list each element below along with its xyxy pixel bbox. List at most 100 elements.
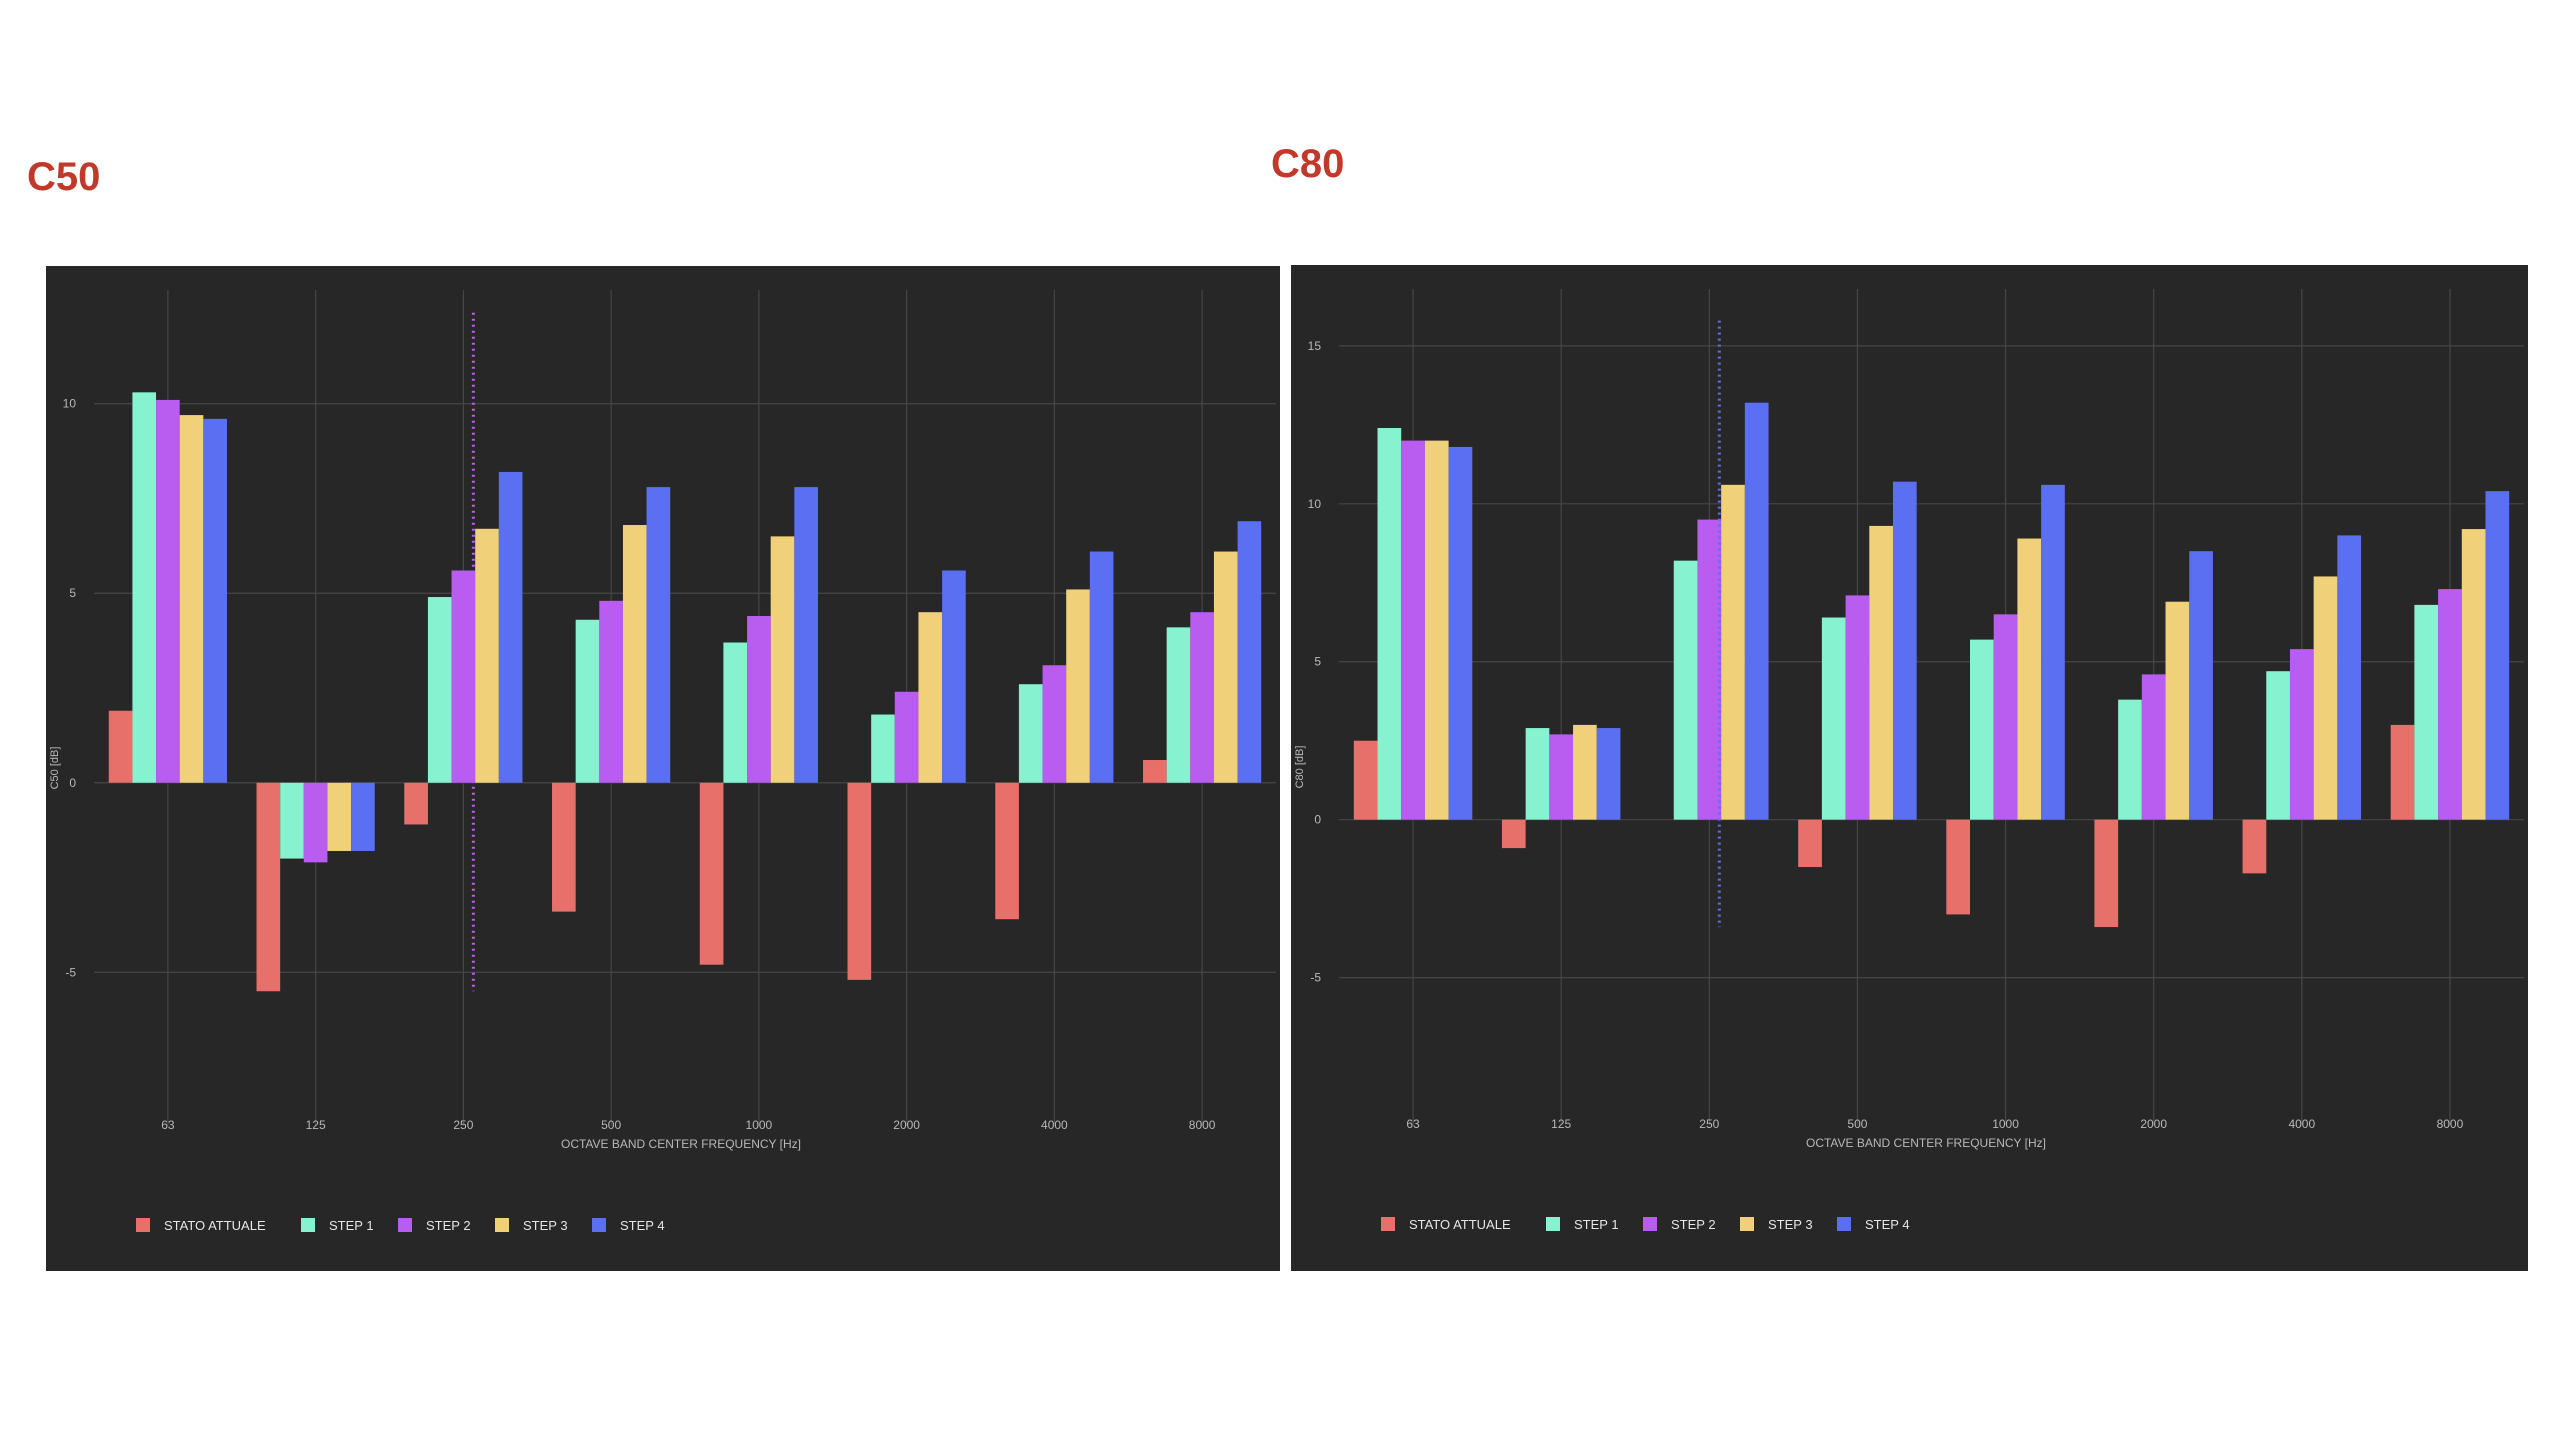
bar-step-2-1000 — [747, 615, 771, 783]
x-tick-label: 500 — [601, 1118, 621, 1132]
bar-step-4-4000 — [1089, 551, 1114, 783]
c50-heading: C50 — [27, 155, 101, 199]
bar-step-2-8000 — [2438, 589, 2462, 820]
legend-swatch-step-4 — [592, 1218, 606, 1232]
bar-step-3-63 — [179, 415, 204, 783]
x-axis-title: OCTAVE BAND CENTER FREQUENCY [Hz] — [1806, 1136, 2046, 1150]
bar-step-1-250 — [1673, 560, 1698, 820]
bar-step-1-125 — [280, 782, 304, 859]
legend-label-step-4: STEP 4 — [1865, 1217, 1910, 1232]
bar-step-4-125 — [1596, 728, 1621, 820]
bar-step-2-8000 — [1190, 612, 1214, 783]
legend-label-stato-attuale: STATO ATTUALE — [1409, 1217, 1511, 1232]
bar-step-2-500 — [599, 600, 623, 783]
x-tick-label: 125 — [306, 1118, 326, 1132]
bar-step-1-63 — [132, 392, 157, 783]
bar-step-4-2000 — [942, 570, 966, 783]
legend-label-step-2: STEP 2 — [1671, 1217, 1716, 1232]
bar-step-3-4000 — [2313, 576, 2338, 820]
x-tick-label: 4000 — [1041, 1118, 1068, 1132]
x-tick-label: 8000 — [1189, 1118, 1216, 1132]
bar-step-1-125 — [1525, 728, 1550, 820]
bar-step-4-4000 — [2337, 535, 2362, 820]
bar-step-1-1000 — [723, 642, 748, 783]
bar-step-1-4000 — [2266, 671, 2290, 820]
bar-step-2-1000 — [1993, 614, 2018, 820]
legend-label-step-3: STEP 3 — [523, 1218, 568, 1233]
bar-step-4-63 — [1448, 446, 1473, 820]
x-axis-title: OCTAVE BAND CENTER FREQUENCY [Hz] — [561, 1137, 801, 1151]
bar-step-2-63 — [156, 399, 180, 783]
y-tick-label: -5 — [65, 965, 76, 979]
bar-step-1-4000 — [1018, 684, 1043, 783]
bar-step-3-2000 — [918, 612, 943, 783]
bar-stato-attuale-2000 — [847, 782, 872, 980]
bar-stato-attuale-2000 — [2094, 819, 2119, 928]
x-tick-label: 8000 — [2437, 1117, 2464, 1131]
x-tick-label: 2000 — [2140, 1117, 2167, 1131]
y-tick-label: 10 — [63, 397, 77, 411]
bar-stato-attuale-250 — [404, 782, 428, 825]
bar-step-3-8000 — [2461, 529, 2486, 820]
bar-stato-attuale-1000 — [1946, 819, 1971, 915]
bar-step-4-250 — [498, 471, 523, 783]
y-tick-label: 0 — [1314, 813, 1321, 827]
bar-step-4-500 — [1892, 481, 1917, 820]
c80-chart: -5 0 5 10 15 63 125 250 500 1000 2000 4000 8000 C80 [… — [1294, 289, 2524, 1232]
bar-step-3-1000 — [770, 536, 795, 783]
bar-step-4-8000 — [2485, 491, 2510, 820]
legend-swatch-step-3 — [495, 1218, 509, 1232]
bar-step-3-63 — [1424, 440, 1449, 820]
bar-step-1-8000 — [2414, 604, 2439, 820]
bar-step-2-4000 — [1042, 665, 1067, 783]
legend-label-step-1: STEP 1 — [329, 1218, 374, 1233]
bar-stato-attuale-4000 — [2242, 819, 2267, 874]
x-tick-label: 250 — [1699, 1117, 1719, 1131]
bar-stato-attuale-125 — [1501, 819, 1526, 849]
bar-stato-attuale-500 — [552, 782, 576, 912]
x-tick-label: 1000 — [1992, 1117, 2019, 1131]
bar-step-4-8000 — [1237, 521, 1262, 783]
bar-stato-attuale-8000 — [1143, 760, 1167, 783]
y-tick-label: 10 — [1308, 497, 1322, 511]
bar-step-2-125 — [303, 782, 328, 863]
c50-chart: -5 0 5 10 63 125 250 500 1000 2000 4000 8000 C50 [dB… — [49, 290, 1276, 1233]
y-tick-label: 5 — [69, 586, 76, 600]
y-axis-title: C80 [dB] — [1294, 746, 1306, 789]
bar-step-3-2000 — [2165, 601, 2190, 820]
bar-step-1-8000 — [1166, 627, 1191, 783]
c50-chart-panel: -5 0 5 10 63 125 250 500 1000 2000 4000 8000 C50 [dB… — [46, 266, 1280, 1271]
legend-swatch-stato-attuale — [1381, 1217, 1395, 1231]
bar-step-3-4000 — [1066, 589, 1090, 783]
legend-swatch-stato-attuale — [136, 1218, 150, 1232]
legend-swatch-step-1 — [301, 1218, 315, 1232]
legend-swatch-step-4 — [1837, 1217, 1851, 1231]
bar-step-4-500 — [646, 487, 671, 783]
legend-swatch-step-2 — [1643, 1217, 1657, 1231]
legend-label-step-2: STEP 2 — [426, 1218, 471, 1233]
legend-label-step-3: STEP 3 — [1768, 1217, 1813, 1232]
bar-stato-attuale-125 — [256, 782, 281, 992]
bar-step-2-4000 — [2289, 649, 2314, 820]
legend-swatch-step-2 — [398, 1218, 412, 1232]
bar-step-4-125 — [351, 782, 375, 851]
bar-step-2-2000 — [894, 691, 919, 783]
y-tick-label: -5 — [1310, 971, 1321, 985]
bar-step-4-1000 — [2041, 484, 2065, 820]
bar-step-2-500 — [1845, 595, 1870, 820]
bar-step-1-2000 — [871, 714, 895, 783]
legend-label-step-1: STEP 1 — [1574, 1217, 1619, 1232]
bar-stato-attuale-63 — [108, 710, 133, 783]
x-tick-label: 1000 — [746, 1118, 773, 1132]
bar-stato-attuale-1000 — [699, 782, 724, 965]
bar-step-1-2000 — [2118, 699, 2142, 820]
bar-step-1-500 — [1821, 617, 1846, 820]
legend-swatch-step-3 — [1740, 1217, 1754, 1231]
x-tick-label: 63 — [161, 1118, 175, 1132]
bar-step-3-1000 — [2017, 538, 2042, 820]
y-tick-label: 0 — [69, 776, 76, 790]
bar-step-3-250 — [475, 528, 499, 783]
legend-label-stato-attuale: STATO ATTUALE — [164, 1218, 266, 1233]
bar-step-1-500 — [575, 619, 600, 783]
bar-step-2-250 — [1697, 519, 1722, 820]
